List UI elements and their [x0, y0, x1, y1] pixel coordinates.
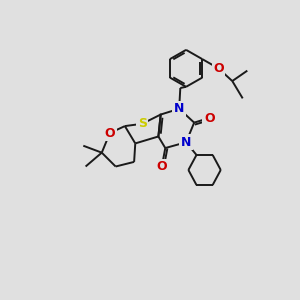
Text: N: N	[181, 136, 191, 149]
Text: O: O	[213, 62, 224, 75]
Text: S: S	[138, 117, 147, 130]
Text: O: O	[104, 127, 115, 140]
Text: O: O	[157, 160, 167, 173]
Text: O: O	[204, 112, 214, 124]
Text: N: N	[174, 102, 184, 115]
